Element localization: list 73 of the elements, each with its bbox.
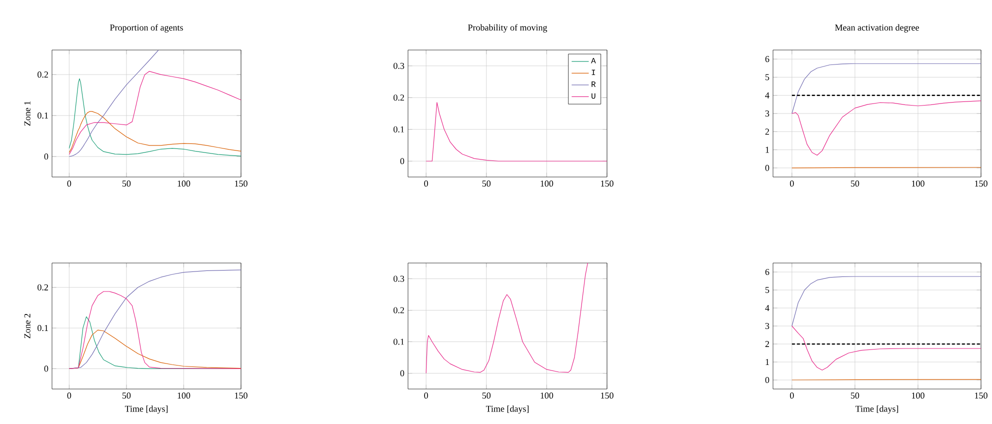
chart-title: Proportion of agents <box>110 24 183 32</box>
line-series <box>792 100 982 156</box>
legend-label: I <box>592 70 596 76</box>
x-tick-label: 50 <box>122 180 131 187</box>
x-tick-label: 150 <box>975 180 988 187</box>
x-axis-title: Time [days] <box>486 405 529 414</box>
x-tick-label: 0 <box>790 180 794 187</box>
x-tick-label: 150 <box>235 392 248 399</box>
y-tick-label: 6 <box>765 56 770 62</box>
y-tick-label: 0 <box>400 370 404 376</box>
x-tick-label: 0 <box>67 392 72 399</box>
x-tick-label: 150 <box>601 392 614 399</box>
legend-label: U <box>592 93 596 99</box>
y-axis-title: Zone 1 <box>24 101 30 126</box>
x-tick-label: 0 <box>67 180 72 187</box>
x-tick-label: 50 <box>482 180 491 187</box>
x-axis-title: Time [days] <box>124 405 168 414</box>
y-tick-label: 2 <box>765 341 769 347</box>
y-tick-label: 3 <box>765 110 770 117</box>
x-tick-label: 150 <box>235 180 248 187</box>
x-tick-label: 150 <box>601 180 614 187</box>
y-tick-label: 4 <box>765 92 770 98</box>
x-tick-label: 100 <box>178 180 190 187</box>
y-tick-label: 0 <box>44 153 48 160</box>
x-tick-label: 100 <box>912 392 924 399</box>
line-series <box>792 276 982 326</box>
y-tick-label: 0.1 <box>38 324 48 332</box>
y-tick-label: 0 <box>765 376 770 384</box>
chart-title: Probability of moving <box>468 24 548 32</box>
x-tick-label: 100 <box>178 392 190 399</box>
x-tick-label: 0 <box>424 392 428 399</box>
y-tick-label: 0.1 <box>394 126 404 132</box>
line-series <box>68 291 242 369</box>
line-series <box>426 263 588 374</box>
y-tick-label: 0 <box>44 366 48 372</box>
y-tick-label: 5 <box>765 74 770 80</box>
x-tick-label: 50 <box>122 392 131 399</box>
y-tick-label: 0 <box>765 164 770 171</box>
legend-label: A <box>591 58 596 64</box>
y-tick-label: 1 <box>766 359 769 365</box>
y-tick-label: 0.2 <box>38 72 48 78</box>
legend-label: R <box>592 82 596 87</box>
y-tick-label: 0.2 <box>394 94 404 101</box>
x-tick-label: 0 <box>424 180 428 187</box>
y-tick-label: 0.3 <box>394 62 404 69</box>
x-tick-label: 50 <box>850 180 860 187</box>
x-tick-label: 0 <box>790 392 794 399</box>
x-tick-label: 100 <box>540 392 554 399</box>
x-tick-label: 50 <box>850 392 860 399</box>
x-tick-label: 50 <box>482 392 491 399</box>
x-tick-label: 100 <box>540 180 554 187</box>
y-tick-label: 5 <box>765 287 770 293</box>
y-tick-label: 3 <box>765 322 770 330</box>
y-tick-label: 0.2 <box>394 307 404 314</box>
x-axis-title: Time [days] <box>855 405 898 414</box>
x-tick-label: 100 <box>912 180 924 187</box>
line-series <box>792 63 982 114</box>
y-tick-label: 0.1 <box>38 112 48 119</box>
y-tick-label: 6 <box>765 268 770 276</box>
line-series <box>68 270 242 369</box>
y-tick-label: 1 <box>766 146 769 153</box>
x-tick-label: 150 <box>975 392 988 399</box>
y-tick-label: 4 <box>765 305 770 311</box>
y-tick-label: 0 <box>400 158 404 164</box>
y-axis-title: Zone 2 <box>24 314 30 338</box>
y-tick-label: 0.2 <box>38 284 48 290</box>
chart-title: Mean activation degree <box>835 24 919 32</box>
line-series <box>68 50 159 157</box>
line-series <box>792 326 982 370</box>
line-series <box>426 102 608 162</box>
y-tick-label: 0.3 <box>394 276 404 282</box>
y-tick-label: 0.1 <box>394 338 404 345</box>
y-tick-label: 2 <box>765 128 769 135</box>
